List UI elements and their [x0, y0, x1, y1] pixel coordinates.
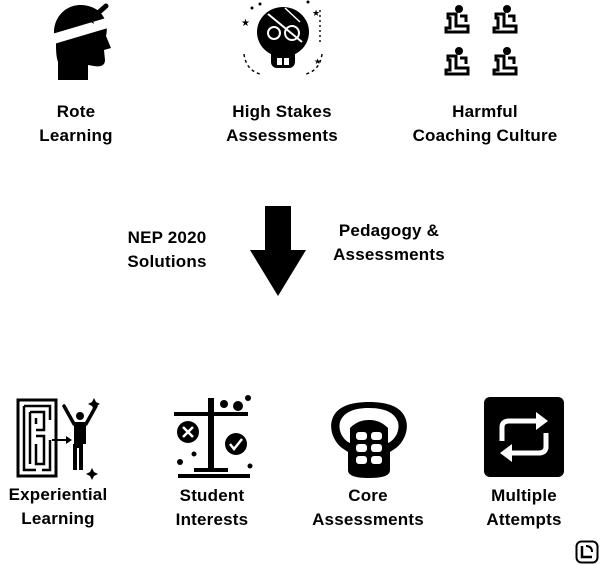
balance-scale-icon: [170, 394, 260, 480]
caption-line: Coaching Culture: [412, 126, 558, 145]
caption-line: Core: [348, 486, 388, 505]
caption-line: High Stakes: [232, 102, 332, 121]
svg-text:★: ★: [241, 18, 250, 29]
caption-line: Harmful: [452, 102, 518, 121]
cracked-skull-icon: ★ ★ ★: [238, 0, 328, 80]
maze-person-icon: [16, 396, 104, 480]
label-line: Solutions: [127, 252, 207, 271]
center-left-label: NEP 2020 Solutions: [100, 226, 234, 274]
solution-caption-experiential: Experiential Learning: [0, 483, 116, 531]
caption-line: Learning: [39, 126, 113, 145]
problem-caption-coaching-culture: Harmful Coaching Culture: [392, 100, 578, 148]
solution-caption-core-assessments: Core Assessments: [300, 484, 436, 532]
coaching-grid-icon: [442, 4, 532, 84]
solution-caption-multiple-attempts: Multiple Attempts: [466, 484, 582, 532]
label-line: Assessments: [333, 245, 445, 264]
solution-caption-student-interests: Student Interests: [150, 484, 274, 532]
torso-core-icon: [326, 398, 412, 480]
caption-line: Assessments: [226, 126, 338, 145]
svg-text:★: ★: [312, 9, 320, 19]
caption-line: Student: [179, 486, 245, 505]
caption-line: Assessments: [312, 510, 424, 529]
repeat-arrows-icon: [484, 397, 564, 477]
caption-line: Interests: [175, 510, 249, 529]
center-right-label: Pedagogy & Assessments: [316, 219, 462, 267]
caption-line: Multiple: [491, 486, 557, 505]
caption-line: Attempts: [486, 510, 562, 529]
corner-logo-icon: [575, 540, 599, 564]
label-line: Pedagogy &: [338, 221, 440, 240]
caption-line: Experiential: [8, 485, 108, 504]
caption-line: Learning: [21, 509, 95, 528]
caption-line: Rote: [56, 102, 96, 121]
head-arrow-icon: [44, 2, 114, 82]
svg-text:★: ★: [314, 57, 321, 66]
down-arrow-icon: [248, 206, 308, 298]
problem-caption-rote-learning: Rote Learning: [0, 100, 152, 148]
problem-caption-high-stakes: High Stakes Assessments: [190, 100, 374, 148]
label-line: NEP 2020: [127, 228, 207, 247]
